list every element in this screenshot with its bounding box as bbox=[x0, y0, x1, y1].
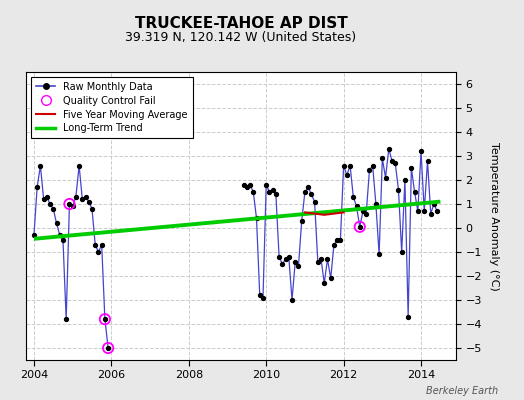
Point bbox=[381, 174, 390, 181]
Point bbox=[62, 316, 70, 322]
Point bbox=[253, 215, 261, 222]
Point bbox=[398, 249, 406, 255]
Point bbox=[385, 146, 393, 152]
Point bbox=[256, 292, 264, 298]
Point bbox=[407, 165, 416, 171]
Point bbox=[320, 280, 329, 286]
Point bbox=[46, 201, 54, 207]
Title: 39.319 N, 120.142 W (United States): 39.319 N, 120.142 W (United States) bbox=[125, 32, 357, 44]
Point bbox=[278, 261, 287, 267]
Point bbox=[268, 186, 277, 193]
Point bbox=[378, 155, 387, 162]
Point bbox=[94, 249, 103, 255]
Point bbox=[317, 256, 325, 262]
Point bbox=[249, 189, 257, 195]
Point bbox=[243, 184, 251, 190]
Y-axis label: Temperature Anomaly (°C): Temperature Anomaly (°C) bbox=[489, 142, 499, 290]
Point bbox=[356, 224, 364, 230]
Point bbox=[326, 275, 335, 282]
Point bbox=[427, 210, 435, 217]
Point bbox=[104, 345, 112, 351]
Point bbox=[285, 254, 293, 260]
Point bbox=[101, 316, 109, 322]
Point bbox=[75, 162, 83, 169]
Point bbox=[59, 237, 67, 243]
Point bbox=[72, 194, 80, 200]
Point bbox=[101, 316, 109, 322]
Point bbox=[97, 242, 106, 248]
Legend: Raw Monthly Data, Quality Control Fail, Five Year Moving Average, Long-Term Tren: Raw Monthly Data, Quality Control Fail, … bbox=[31, 77, 192, 138]
Point bbox=[239, 182, 248, 188]
Text: Berkeley Earth: Berkeley Earth bbox=[425, 386, 498, 396]
Point bbox=[88, 206, 96, 212]
Point bbox=[259, 294, 267, 301]
Point bbox=[56, 232, 64, 238]
Point bbox=[104, 345, 112, 351]
Point bbox=[394, 186, 402, 193]
Point bbox=[417, 148, 425, 154]
Point bbox=[36, 162, 45, 169]
Point bbox=[304, 184, 312, 190]
Point bbox=[340, 162, 348, 169]
Point bbox=[391, 160, 399, 166]
Point bbox=[275, 254, 283, 260]
Point bbox=[78, 196, 86, 202]
Point bbox=[352, 203, 361, 210]
Point bbox=[401, 177, 409, 183]
Point bbox=[298, 218, 306, 224]
Point bbox=[66, 201, 74, 207]
Point bbox=[69, 203, 77, 210]
Point bbox=[433, 208, 441, 214]
Point bbox=[330, 242, 338, 248]
Point bbox=[52, 220, 61, 226]
Point bbox=[301, 189, 309, 195]
Point bbox=[265, 189, 274, 195]
Point bbox=[333, 237, 341, 243]
Point bbox=[336, 237, 345, 243]
Point bbox=[30, 232, 38, 238]
Point bbox=[362, 210, 370, 217]
Point bbox=[346, 162, 354, 169]
Point bbox=[372, 201, 380, 207]
Point bbox=[413, 208, 422, 214]
Point bbox=[33, 184, 41, 190]
Point bbox=[307, 191, 315, 198]
Text: TRUCKEE-TAHOE AP DIST: TRUCKEE-TAHOE AP DIST bbox=[135, 16, 347, 31]
Point bbox=[42, 194, 51, 200]
Point bbox=[343, 172, 351, 178]
Point bbox=[404, 314, 412, 320]
Point bbox=[310, 198, 319, 205]
Point bbox=[271, 191, 280, 198]
Point bbox=[281, 256, 290, 262]
Point bbox=[288, 297, 296, 303]
Point bbox=[323, 256, 332, 262]
Point bbox=[356, 224, 364, 230]
Point bbox=[359, 208, 367, 214]
Point bbox=[294, 263, 303, 270]
Point bbox=[368, 162, 377, 169]
Point bbox=[66, 201, 74, 207]
Point bbox=[349, 194, 357, 200]
Point bbox=[423, 158, 432, 164]
Point bbox=[430, 201, 438, 207]
Point bbox=[246, 182, 254, 188]
Point bbox=[81, 194, 90, 200]
Point bbox=[388, 158, 396, 164]
Point bbox=[365, 167, 374, 174]
Point bbox=[262, 182, 270, 188]
Point bbox=[313, 258, 322, 265]
Point bbox=[91, 242, 100, 248]
Point bbox=[420, 208, 429, 214]
Point bbox=[84, 198, 93, 205]
Point bbox=[49, 206, 58, 212]
Point bbox=[39, 196, 48, 202]
Point bbox=[410, 189, 419, 195]
Point bbox=[291, 258, 299, 265]
Point bbox=[375, 251, 384, 258]
